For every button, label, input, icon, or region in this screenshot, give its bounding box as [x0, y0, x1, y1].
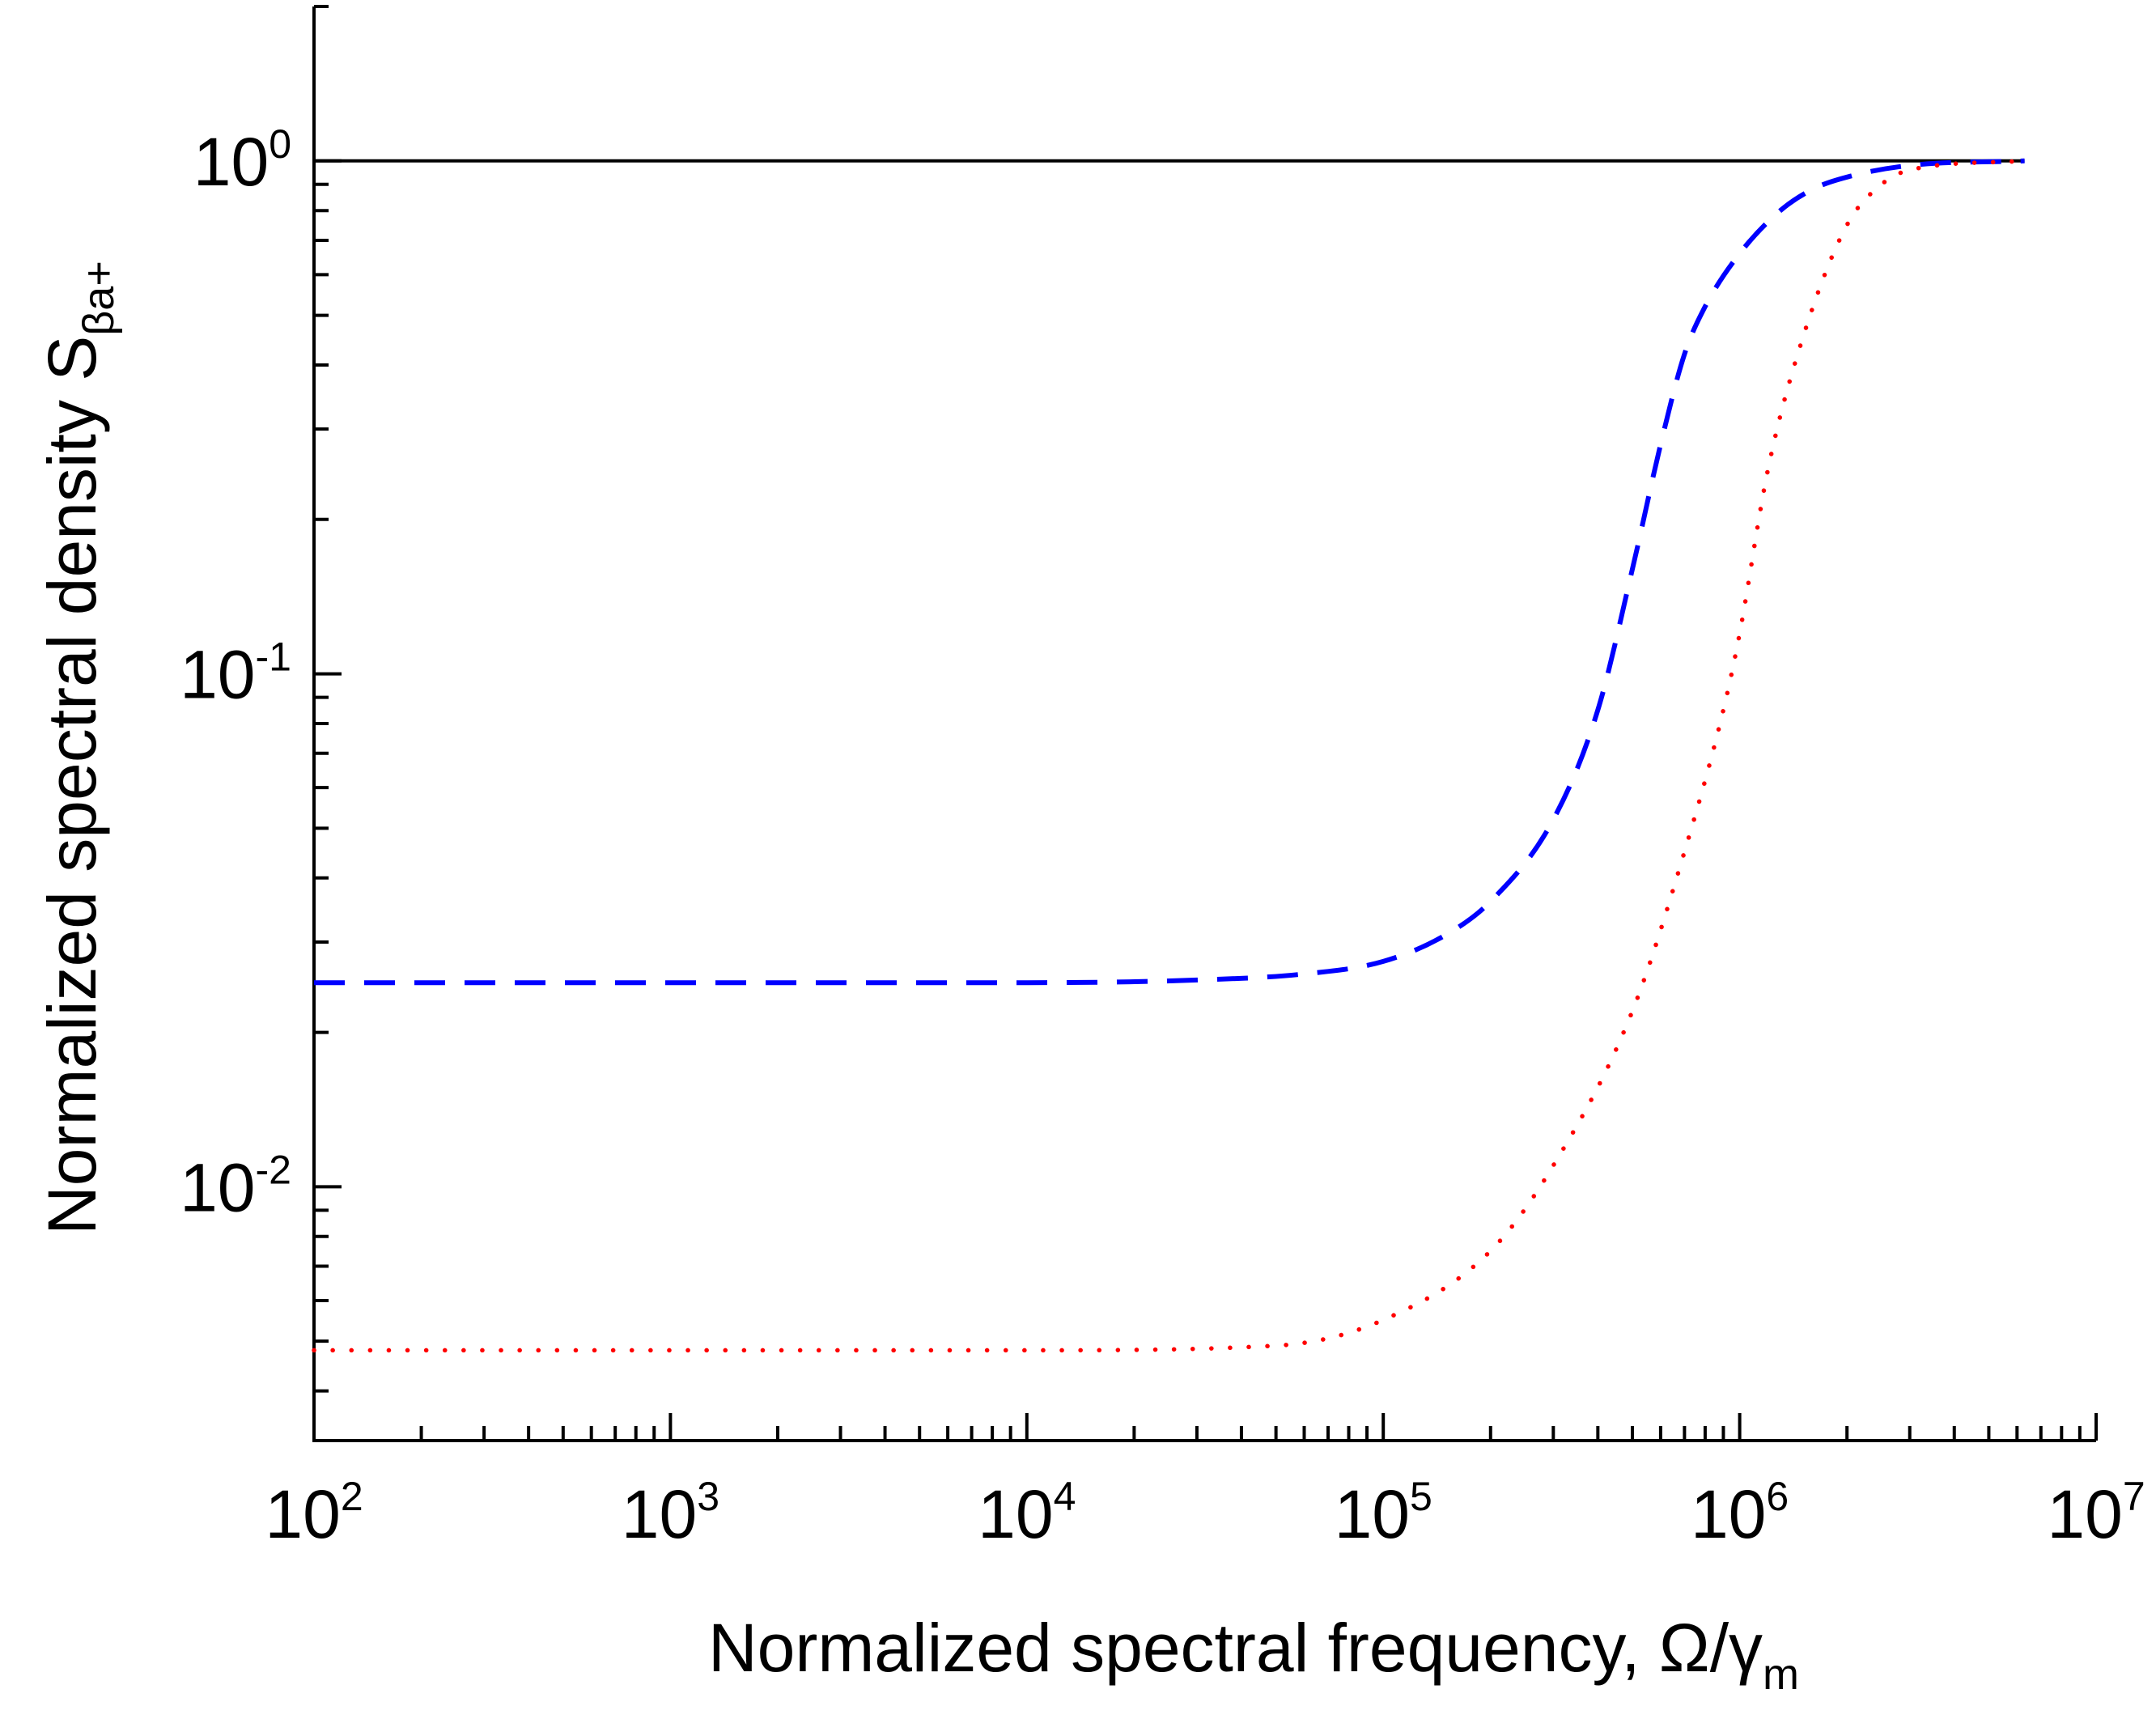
plot-area	[312, 6, 2096, 1442]
x-tick-label: 107	[2047, 1474, 2145, 1552]
x-tick-label: 106	[1691, 1474, 1789, 1552]
y-tick-label: 100	[193, 121, 291, 200]
series-layer	[312, 158, 2027, 1353]
x-axis-title-subscript: m	[1763, 1650, 1799, 1699]
x-tick-label: 103	[622, 1474, 719, 1552]
x-axis-title-symbol: Ω/γ	[1659, 1610, 1763, 1686]
y-axis-title-subscript: βa+	[74, 261, 123, 336]
series-line-dashed	[314, 158, 2025, 986]
x-axis-title-main: Normalized spectral frequency,	[708, 1610, 1659, 1686]
y-tick-label: 10-2	[180, 1147, 291, 1225]
y-axis-title-main: Normalized spectral density S	[34, 336, 110, 1235]
x-tick-label: 105	[1335, 1474, 1432, 1552]
y-axis-title: Normalized spectral density Sβa+	[34, 261, 123, 1235]
x-axis-title: Normalized spectral frequency, Ω/γm	[708, 1610, 1799, 1699]
x-tick-label: 102	[265, 1474, 363, 1552]
tick-labels: 102 103 104 105 106 107 10-2 10-1 100	[180, 121, 2145, 1552]
x-tick-label: 104	[978, 1474, 1076, 1552]
y-tick-label: 10-1	[180, 635, 291, 713]
axes-frame	[312, 6, 2096, 1442]
series-line-dotted	[312, 159, 2027, 1353]
ticks	[312, 5, 2098, 1441]
